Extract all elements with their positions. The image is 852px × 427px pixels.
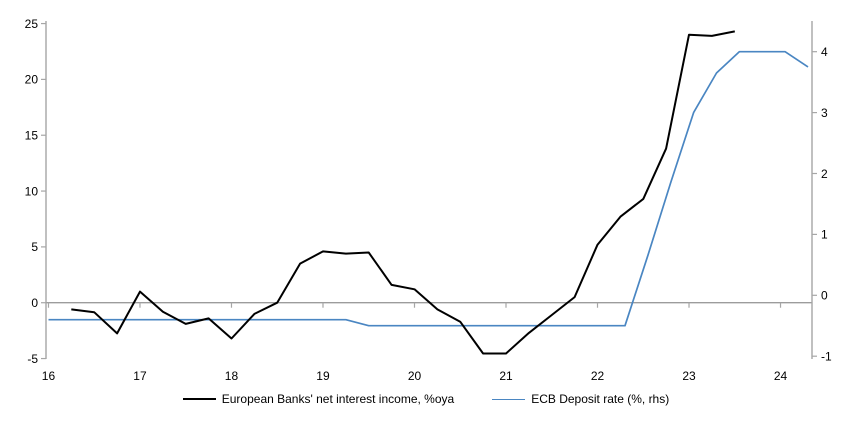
legend-item-net-interest-income: European Banks' net interest income, %oy… xyxy=(182,392,455,406)
left-axis-tick-label: 20 xyxy=(25,73,39,87)
right-axis-tick-label: 4 xyxy=(821,45,828,59)
series-line-ecb-deposit-rate xyxy=(48,50,809,327)
left-axis-tick-label: 15 xyxy=(25,129,39,143)
left-axis-tick-label: 5 xyxy=(31,240,38,254)
legend-item-ecb-deposit-rate: ECB Deposit rate (%, rhs) xyxy=(492,392,669,406)
x-axis-tick-label: 18 xyxy=(225,369,239,383)
right-axis-tick-label: 0 xyxy=(821,289,828,303)
x-axis-tick-label: 16 xyxy=(42,369,56,383)
left-axis-tick-label: 0 xyxy=(31,296,38,310)
legend-line-swatch-black xyxy=(182,398,216,400)
x-axis-tick-label: 23 xyxy=(682,369,696,383)
left-axis-tick-label: -5 xyxy=(27,352,38,366)
x-axis-tick-label: 19 xyxy=(316,369,330,383)
left-axis-tick-label: 10 xyxy=(25,184,39,198)
left-axis-tick-label: 25 xyxy=(25,17,39,31)
right-axis-tick-label: 1 xyxy=(821,228,828,242)
chart-legend: European Banks' net interest income, %oy… xyxy=(0,392,852,406)
series-line-net-interest-income xyxy=(71,30,735,355)
legend-line-swatch-blue xyxy=(492,398,526,400)
right-axis-tick-label: 2 xyxy=(821,167,828,181)
right-axis-tick-label: 3 xyxy=(821,106,828,120)
x-axis-tick-label: 21 xyxy=(499,369,513,383)
right-axis-tick-label: -1 xyxy=(821,349,832,363)
x-axis-tick-label: 24 xyxy=(774,369,788,383)
x-axis-tick-label: 17 xyxy=(133,369,147,383)
x-axis-tick-label: 22 xyxy=(591,369,605,383)
x-axis-tick-label: 20 xyxy=(408,369,422,383)
legend-label-net-interest-income: European Banks' net interest income, %oy… xyxy=(221,392,455,406)
legend-label-ecb-deposit-rate: ECB Deposit rate (%, rhs) xyxy=(531,392,670,406)
